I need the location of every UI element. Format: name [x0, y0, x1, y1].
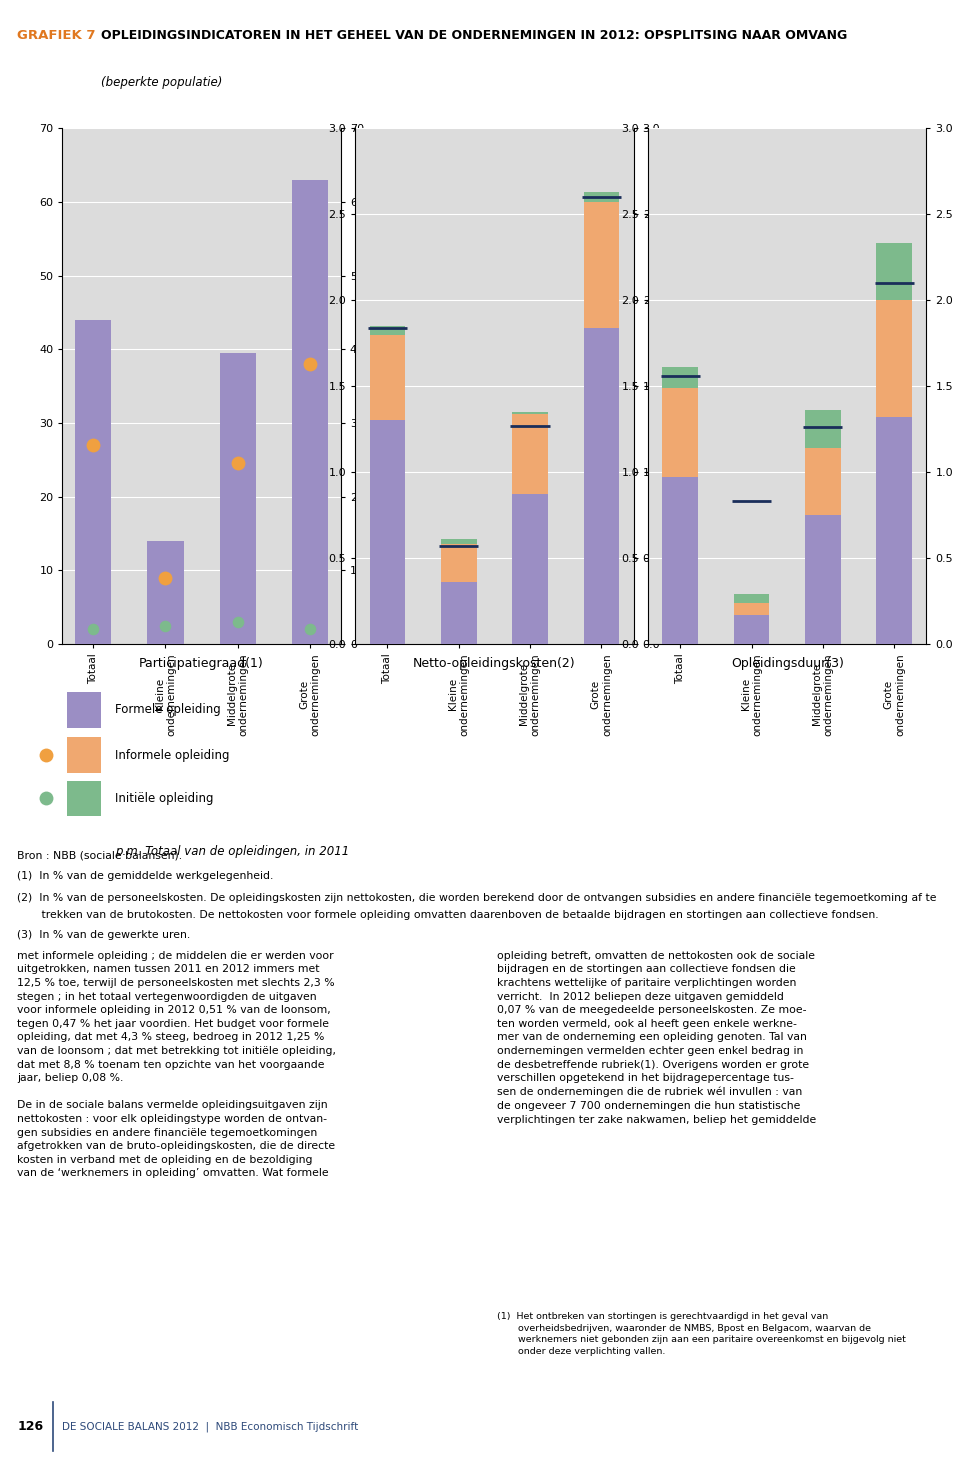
Text: Opleidingsduur(3): Opleidingsduur(3) [731, 657, 844, 670]
Bar [67, 781, 101, 816]
Bar [441, 539, 476, 545]
Bar [662, 367, 698, 388]
Bar [513, 412, 548, 414]
Point [157, 613, 173, 637]
Text: OPLEIDINGSINDICATOREN IN HET GEHEEL VAN DE ONDERNEMINGEN IN 2012: OPSPLITSING NA: OPLEIDINGSINDICATOREN IN HET GEHEEL VAN … [101, 29, 847, 42]
Point [230, 452, 246, 475]
Bar [75, 319, 111, 644]
Text: (3)  In % van de gewerkte uren.: (3) In % van de gewerkte uren. [17, 930, 190, 940]
Bar [733, 603, 769, 615]
Point [38, 787, 54, 810]
Text: Informele opleiding: Informele opleiding [115, 749, 229, 762]
Bar [513, 414, 548, 494]
Text: Bron : NBB (sociale balansen).: Bron : NBB (sociale balansen). [17, 851, 182, 860]
Text: GRAFIEK 7: GRAFIEK 7 [17, 29, 96, 42]
Bar [876, 417, 912, 644]
Bar [805, 514, 841, 644]
Bar [67, 692, 101, 727]
Point [230, 610, 246, 634]
Bar [441, 583, 476, 644]
Text: Netto-opleidingskosten(2): Netto-opleidingskosten(2) [413, 657, 576, 670]
Bar [733, 615, 769, 644]
Text: 126: 126 [17, 1421, 43, 1432]
Bar [662, 478, 698, 644]
Bar [370, 421, 405, 644]
Bar [876, 243, 912, 300]
Text: Initiële opleiding: Initiële opleiding [115, 793, 214, 804]
Bar [148, 541, 183, 644]
Bar [441, 545, 476, 583]
Text: p.m. Totaal van de opleidingen, in 2011: p.m. Totaal van de opleidingen, in 2011 [115, 845, 349, 858]
Text: trekken van de brutokosten. De nettokosten voor formele opleiding omvatten daare: trekken van de brutokosten. De nettokost… [17, 911, 879, 921]
Point [38, 743, 54, 766]
Point [302, 618, 318, 641]
Point [85, 433, 101, 456]
Text: opleiding betreft, omvatten de nettokosten ook de sociale
bijdragen en de storti: opleiding betreft, omvatten de nettokost… [497, 951, 817, 1125]
Bar [584, 192, 619, 203]
Text: (2)  In % van de personeelskosten. De opleidingskosten zijn nettokosten, die wor: (2) In % van de personeelskosten. De opl… [17, 893, 937, 903]
Text: met informele opleiding ; de middelen die er werden voor
uitgetrokken, namen tus: met informele opleiding ; de middelen di… [17, 951, 336, 1179]
Bar [662, 388, 698, 478]
Point [157, 565, 173, 589]
Bar [370, 326, 405, 335]
Text: (1)  Het ontbreken van stortingen is gerechtvaardigd in het geval van
       ove: (1) Het ontbreken van stortingen is gere… [497, 1311, 906, 1356]
Text: DE SOCIALE BALANS 2012  |  NBB Economisch Tijdschrift: DE SOCIALE BALANS 2012 | NBB Economisch … [62, 1421, 359, 1432]
Bar [584, 328, 619, 644]
Bar [513, 494, 548, 644]
Bar [370, 335, 405, 421]
Bar [292, 179, 328, 644]
Bar [67, 737, 101, 772]
Text: Formele opleiding: Formele opleiding [115, 704, 221, 717]
Bar [220, 353, 255, 644]
Bar [584, 203, 619, 328]
Text: Participatiegraad(1): Participatiegraad(1) [139, 657, 264, 670]
Bar [805, 411, 841, 447]
Text: (1)  In % van de gemiddelde werkgelegenheid.: (1) In % van de gemiddelde werkgelegenhe… [17, 871, 274, 880]
Bar [733, 594, 769, 603]
Text: (beperkte populatie): (beperkte populatie) [101, 76, 222, 89]
Point [302, 353, 318, 376]
Point [85, 618, 101, 641]
Bar [805, 447, 841, 514]
Bar [876, 300, 912, 417]
